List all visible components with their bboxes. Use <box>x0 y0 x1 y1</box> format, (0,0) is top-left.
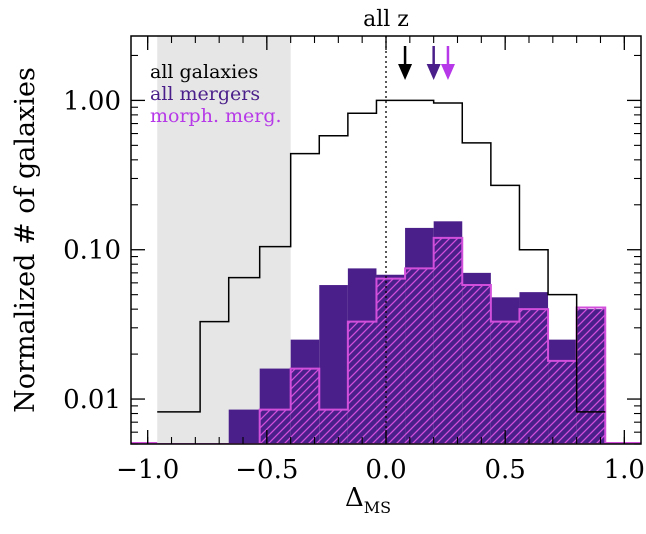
x-tick-label: −0.5 <box>235 455 298 485</box>
all-galaxies-step-line <box>157 99 606 413</box>
arrow-head <box>398 64 413 80</box>
morph-merg-bar <box>319 409 348 444</box>
x-axis-label-main: Δ <box>345 483 364 513</box>
morph-merg-bar <box>433 237 463 444</box>
morph-merg-bar <box>576 307 606 444</box>
plot-clip-group <box>131 36 641 444</box>
plot-area: −1.0 −0.5 0.0 0.5 1.0 0.01 0.10 1.00 <box>63 35 645 485</box>
morph-merg-bar <box>462 285 491 444</box>
morph-merg-outline <box>157 236 607 444</box>
morph-merg-bar <box>376 278 406 444</box>
all-mergers-bar <box>228 409 260 444</box>
y-tick-label: 0.01 <box>63 385 121 415</box>
x-tick-label: −1.0 <box>116 455 179 485</box>
x-tick-label: 0.5 <box>484 455 525 485</box>
morph-merg-bar <box>519 309 549 444</box>
morph-merg-bar <box>490 321 520 444</box>
arrow-head <box>440 64 455 80</box>
x-axis-label: ΔMS <box>345 483 391 517</box>
y-tick-label: 0.10 <box>63 236 121 266</box>
morph-merg-bar <box>405 268 434 444</box>
chart-title: all z <box>363 7 409 32</box>
y-axis-label: Normalized # of galaxies <box>10 67 41 413</box>
y-tick-label: 1.00 <box>63 86 121 116</box>
x-tick-label: 0.0 <box>365 455 406 485</box>
legend-entry-morph-merg: morph. merg. <box>150 105 282 127</box>
arrow-head <box>426 64 441 80</box>
legend: all galaxies all mergers morph. merg. <box>150 61 282 127</box>
legend-entry-all-galaxies: all galaxies <box>150 61 258 83</box>
x-tick-label: 1.0 <box>604 455 645 485</box>
morph-merg-bar <box>548 360 577 444</box>
x-axis-label-subscript: MS <box>364 498 391 517</box>
morph-merg-bar <box>347 321 377 444</box>
morph-merg-bar <box>259 409 291 444</box>
legend-entry-all-mergers: all mergers <box>150 83 260 105</box>
morph-merg-bar <box>290 368 320 444</box>
